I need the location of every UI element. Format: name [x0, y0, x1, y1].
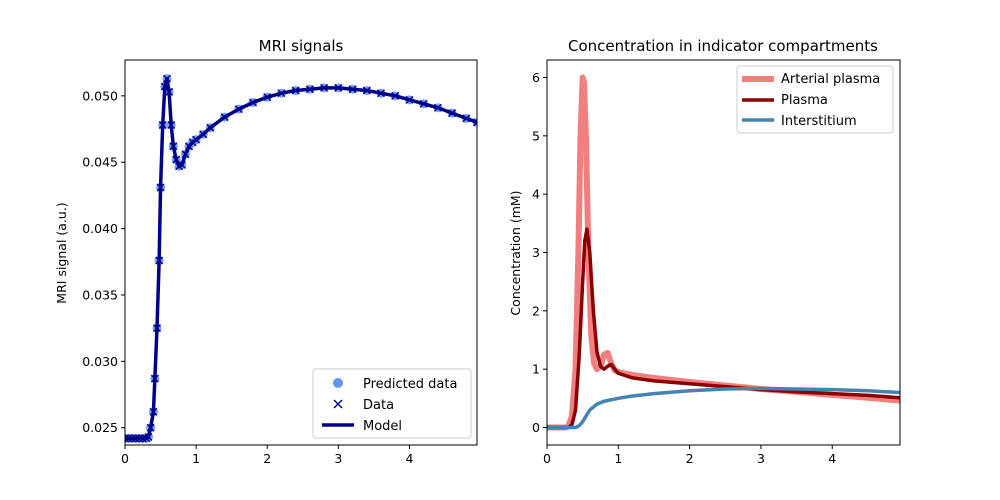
- axis-ticks: 0 1 2 3 4 0 1 2 3 4 5 6: [532, 70, 836, 466]
- legend-marker-data: [333, 399, 343, 409]
- chart-title: Concentration in indicator compartments: [568, 37, 878, 55]
- legend-label-arterial-plasma: Arterial plasma: [781, 72, 880, 87]
- legend-label-model: Model: [363, 419, 402, 434]
- x-tick-label: 3: [334, 451, 342, 466]
- y-tick-label: 3: [532, 245, 540, 260]
- x-tick-label: 2: [263, 451, 271, 466]
- plot-area: [125, 74, 477, 443]
- y-tick-label: 0.025: [82, 420, 118, 435]
- legend-label-plasma: Plasma: [781, 93, 828, 108]
- series-layer: [547, 74, 900, 431]
- axis-ticks: 0 1 2 3 4 0.025 0.030 0.035 0.040 0.045 0.050: [82, 88, 413, 466]
- x-tick-label: 1: [614, 451, 622, 466]
- x-tick-label: 1: [192, 451, 200, 466]
- y-tick-label: 0.050: [82, 88, 118, 103]
- legend-box: [312, 368, 472, 439]
- y-tick-label: 0.035: [82, 287, 118, 302]
- x-tick-label: 0: [543, 451, 551, 466]
- legend-box: [736, 65, 894, 134]
- y-tick-label: 0.040: [82, 221, 118, 236]
- y-axis-label: MRI signal (a.u.): [54, 202, 69, 303]
- point-data: [125, 434, 129, 443]
- y-tick-label: 5: [532, 128, 540, 143]
- line-model: [125, 76, 477, 441]
- y-axis-label: Concentration (mM): [508, 190, 523, 315]
- legend-marker-predicted-data: [333, 378, 343, 388]
- y-tick-label: 4: [532, 187, 540, 202]
- series-layer: [125, 74, 477, 443]
- x-tick-label: 4: [405, 451, 413, 466]
- line-interstitium: [547, 386, 900, 430]
- chart-title: MRI signals: [259, 37, 344, 55]
- axes-frame: [124, 59, 478, 446]
- y-tick-label: 2: [532, 303, 540, 318]
- x-tick-label: 0: [121, 451, 129, 466]
- axes-frame: [546, 59, 901, 446]
- legend-label-data: Data: [363, 398, 394, 413]
- legend: Predicted data Data Model: [312, 368, 472, 439]
- concentration-panel: Concentration in indicator compartments …: [508, 37, 901, 466]
- plot-area: [547, 74, 900, 431]
- y-tick-label: 1: [532, 362, 540, 377]
- x-tick-label: 2: [686, 451, 694, 466]
- legend-label-predicted-data: Predicted data: [363, 377, 457, 392]
- legend-label-interstitium: Interstitium: [781, 114, 857, 129]
- x-tick-label: 4: [828, 451, 836, 466]
- y-tick-label: 6: [532, 70, 540, 85]
- mri-signals-panel: MRI signals MRI signal (a.u.) 0 1 2 3 4 0.025…: [54, 37, 478, 466]
- x-tick-label: 3: [757, 451, 765, 466]
- y-tick-label: 0.030: [82, 354, 118, 369]
- y-tick-label: 0: [532, 420, 540, 435]
- y-tick-label: 0.045: [82, 155, 118, 170]
- legend: Arterial plasma Plasma Interstitium: [736, 65, 894, 134]
